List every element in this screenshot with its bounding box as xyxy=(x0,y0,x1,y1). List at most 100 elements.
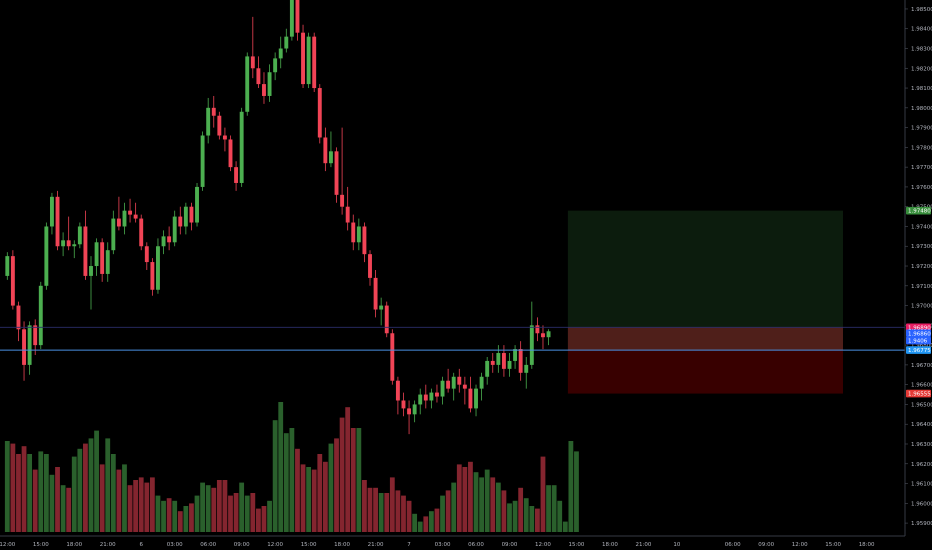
price-tick-label: 1.96400 xyxy=(911,422,932,428)
volume-bar xyxy=(495,482,501,532)
candle-body xyxy=(407,408,412,415)
volume-bar xyxy=(177,511,183,532)
price-tick-label: 1.96300 xyxy=(911,442,932,448)
time-tick-label: 21:00 xyxy=(100,542,116,548)
time-tick-label: 12:00 xyxy=(0,542,16,548)
candle-body xyxy=(189,206,194,223)
candle-body xyxy=(401,400,406,409)
volume-bar xyxy=(362,480,367,532)
price-tick-label: 1.98400 xyxy=(911,27,932,33)
candle-body xyxy=(100,242,105,274)
volume-bar xyxy=(272,420,278,532)
candle-body xyxy=(239,111,244,183)
volume-bar xyxy=(239,482,245,532)
volume-bar xyxy=(473,472,479,532)
volume-bar xyxy=(133,480,139,532)
candle-body xyxy=(167,236,172,243)
candle-body xyxy=(33,325,38,346)
candle-body xyxy=(306,36,311,85)
volume-bar xyxy=(166,498,172,532)
volume-bar xyxy=(417,521,423,532)
time-tick-label: 06:00 xyxy=(725,542,741,548)
candle-body xyxy=(507,360,512,369)
candle-body xyxy=(228,139,233,168)
volume-bar xyxy=(311,469,317,532)
volume-bar xyxy=(4,441,10,532)
candle-body xyxy=(195,186,199,223)
price-tick-label: 1.96700 xyxy=(911,363,932,369)
candle-body xyxy=(150,262,155,290)
candle-body xyxy=(451,376,456,389)
time-axis[interactable]: 12:00 15:00 18:00 21:00 6 03:00 06:00 09:00 12:0… xyxy=(0,542,875,548)
candle-body xyxy=(22,329,26,365)
volume-bar xyxy=(568,441,574,532)
volume-bar xyxy=(501,490,507,532)
candle-body xyxy=(356,226,361,243)
volume-bar xyxy=(300,464,306,532)
volume-bar xyxy=(322,461,328,532)
price-tick-label: 1.97100 xyxy=(911,284,932,290)
last-price-0-tag-label: 1.96890 xyxy=(908,325,931,331)
stop-price-tag xyxy=(906,389,931,398)
candle-body xyxy=(362,226,367,255)
long-position-tool[interactable] xyxy=(567,210,843,394)
volume-bar xyxy=(574,451,579,532)
volume-bar xyxy=(283,433,289,532)
volume-bar xyxy=(205,485,211,532)
volume-bar xyxy=(43,454,49,532)
candle-body xyxy=(262,84,266,96)
time-tick-label: 18:00 xyxy=(334,542,350,548)
volume-bar xyxy=(428,511,434,532)
candle-body xyxy=(351,222,356,243)
volume-bar xyxy=(535,508,540,532)
time-tick-label: 06:00 xyxy=(200,542,216,548)
candle-body xyxy=(301,32,305,85)
volume-bar xyxy=(77,448,83,532)
volume-bar xyxy=(462,467,468,532)
candle-body xyxy=(49,196,54,227)
volume-bar xyxy=(350,428,356,532)
volume-bar xyxy=(172,500,178,532)
price-tick-label: 1.98100 xyxy=(911,86,932,92)
candle-body xyxy=(116,218,121,227)
volume-bar xyxy=(250,493,256,532)
candle-body xyxy=(111,218,116,251)
volume-bar xyxy=(339,417,345,532)
candle-body xyxy=(312,36,317,89)
candle-body xyxy=(273,58,278,73)
candle-body xyxy=(55,196,60,247)
target-zone[interactable] xyxy=(567,210,843,351)
volume-bar xyxy=(194,495,200,532)
candle-body xyxy=(234,167,239,183)
candle-body xyxy=(89,266,93,276)
volume-histogram xyxy=(4,402,579,532)
target-price-tag-label: 1.97480 xyxy=(908,209,931,215)
volume-bar xyxy=(557,500,563,532)
candle-series xyxy=(5,0,551,435)
candle-body xyxy=(496,353,501,365)
candle-body xyxy=(446,380,451,389)
volume-bar xyxy=(55,467,60,532)
candle-body xyxy=(368,254,372,278)
last-price-0-tag xyxy=(906,323,931,332)
time-tick-label: 12:00 xyxy=(267,542,283,548)
time-tick-label: 21:00 xyxy=(368,542,384,548)
volume-bar xyxy=(356,428,362,532)
stop-zone[interactable] xyxy=(567,350,843,394)
time-tick-label: 18:00 xyxy=(66,542,82,548)
last-price-1-tag xyxy=(906,329,931,338)
price-tick-label: 1.96000 xyxy=(911,501,932,507)
price-tick-label: 1.96800 xyxy=(911,343,932,349)
candle-body xyxy=(529,325,534,365)
candle-body xyxy=(423,394,428,401)
volume-bar xyxy=(244,495,250,532)
volume-bar xyxy=(116,469,122,532)
volume-bar xyxy=(295,448,300,532)
volume-bar xyxy=(334,438,339,532)
candle-body xyxy=(379,305,384,310)
candle-body xyxy=(546,331,551,338)
time-tick-label: 15:00 xyxy=(569,542,585,548)
price-tick-label: 1.97900 xyxy=(911,126,932,132)
candle-body xyxy=(128,210,133,215)
